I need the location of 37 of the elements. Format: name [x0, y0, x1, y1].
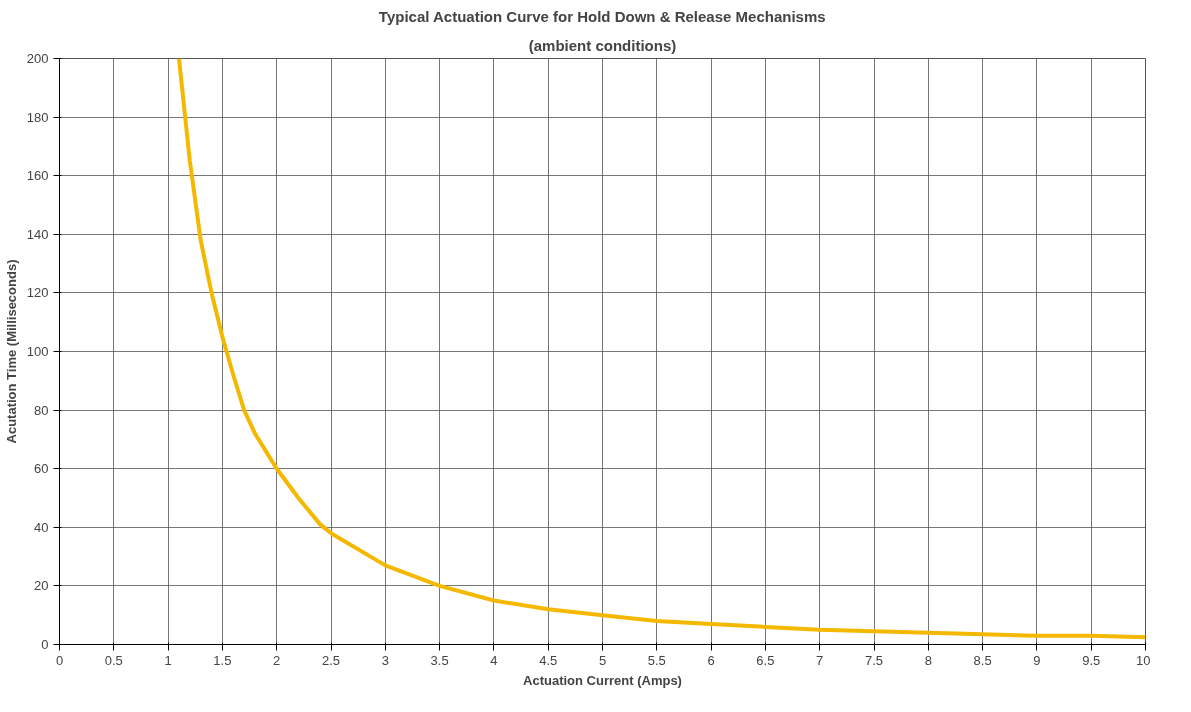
- y-tick-label: 200: [26, 51, 49, 66]
- x-tick-label: 6.5: [756, 652, 775, 668]
- x-tick-label: 9: [1033, 652, 1041, 668]
- y-tick-label: 40: [34, 519, 49, 535]
- x-tick-label: 1.5: [213, 652, 232, 668]
- x-tick-label: 3: [381, 652, 389, 668]
- x-tick-label: 4: [490, 652, 498, 668]
- line-series: [176, 58, 1146, 640]
- x-tick-label: 4.5: [539, 652, 558, 668]
- y-tick-label: 20: [34, 578, 49, 594]
- y-tick-label: 80: [34, 402, 49, 418]
- x-tick-label: 8.5: [973, 652, 992, 668]
- y-tick-label: 100: [26, 344, 49, 359]
- x-tick-label: 5.5: [647, 652, 666, 668]
- x-tick-label: 6: [707, 652, 715, 668]
- y-tick-label: 0: [41, 637, 49, 652]
- y-tick-label: 60: [34, 461, 49, 477]
- chart-title: Typical Actuation Curve for Hold Down & Release Mechanisms: [378, 7, 826, 25]
- x-tick-label: 0.5: [104, 652, 123, 668]
- y-axis-title: Acutation Time (Milliseconds): [3, 259, 19, 444]
- x-tick-label: 3.5: [430, 652, 449, 668]
- x-tick-label: 2: [273, 652, 281, 668]
- x-tick-label: 1: [164, 652, 172, 668]
- x-tick-label: 7.5: [864, 652, 884, 668]
- x-tick-label: 0: [55, 652, 64, 668]
- x-tick-label: 7: [816, 652, 824, 668]
- x-tick-label: 10: [1136, 652, 1151, 668]
- y-tick-label: 140: [26, 226, 49, 242]
- x-tick-label: 5: [598, 652, 607, 668]
- y-tick-label: 160: [26, 168, 49, 184]
- chart-subtitle: (ambient conditions): [528, 36, 677, 54]
- x-tick-label: 9.5: [1082, 652, 1101, 668]
- x-axis-title: Actuation Current (Amps): [523, 672, 682, 688]
- x-tick-label: 8: [924, 652, 932, 668]
- y-tick-label: 180: [26, 109, 49, 125]
- y-tick-label: 120: [26, 285, 49, 301]
- x-tick-label: 2.5: [321, 652, 341, 668]
